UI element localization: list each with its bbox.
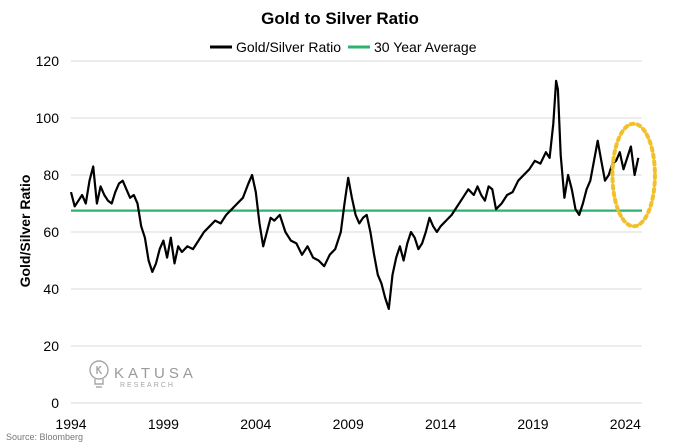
annotation-group	[610, 121, 657, 229]
x-tick-label: 2009	[333, 416, 364, 432]
x-tick-label: 2024	[610, 416, 641, 432]
gridlines	[71, 60, 642, 404]
x-tick-label: 1999	[148, 416, 179, 432]
source-note: Source: Bloomberg	[6, 432, 84, 442]
series-line-gold-silver-ratio	[69, 79, 640, 310]
legend-label-ratio: Gold/Silver Ratio	[236, 39, 341, 55]
y-axis-ticks: 0 20 40 60 80 100 120	[36, 53, 60, 411]
x-tick-label: 1994	[55, 416, 86, 432]
y-tick-label: 0	[51, 395, 59, 411]
y-tick-label: 20	[43, 338, 59, 354]
y-tick-label: 120	[36, 53, 60, 69]
logo-brand: KATUSA	[114, 365, 197, 382]
x-tick-label: 2004	[240, 416, 271, 432]
y-tick-label: 100	[36, 110, 60, 126]
y-axis-label: Gold/Silver Ratio	[17, 175, 33, 288]
highlight-ellipse	[610, 121, 657, 229]
y-tick-label: 80	[43, 167, 59, 183]
y-tick-label: 60	[43, 224, 59, 240]
legend: Gold/Silver Ratio 30 Year Average	[210, 39, 477, 55]
logo-subtitle: RESEARCH	[120, 382, 175, 389]
series-group	[69, 79, 642, 310]
katusa-logo: KATUSA RESEARCH	[88, 360, 208, 394]
chart-title: Gold to Silver Ratio	[261, 9, 419, 28]
legend-label-average: 30 Year Average	[374, 39, 477, 55]
y-tick-label: 40	[43, 281, 59, 297]
x-axis-ticks: 1994 1999 2004 2009 2014 2019 2024	[55, 416, 641, 432]
lightbulb-icon	[89, 360, 109, 388]
x-tick-label: 2014	[425, 416, 456, 432]
x-tick-label: 2019	[517, 416, 548, 432]
